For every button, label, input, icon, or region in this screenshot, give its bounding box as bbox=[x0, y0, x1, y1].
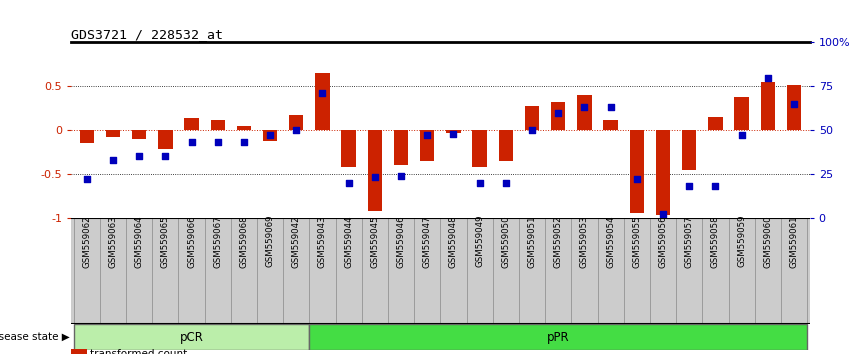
Point bbox=[342, 180, 356, 185]
Point bbox=[158, 154, 172, 159]
Text: disease state ▶: disease state ▶ bbox=[0, 332, 69, 342]
Bar bbox=[309, 324, 807, 350]
Bar bbox=[341, 130, 356, 167]
Bar bbox=[446, 130, 461, 133]
Point bbox=[106, 157, 120, 163]
Point bbox=[210, 139, 224, 145]
Point bbox=[132, 154, 146, 159]
Bar bbox=[682, 130, 696, 170]
Bar bbox=[604, 120, 617, 130]
Point bbox=[682, 183, 696, 189]
Point bbox=[420, 132, 434, 138]
Text: transformed count: transformed count bbox=[90, 349, 187, 354]
Bar bbox=[106, 130, 120, 137]
Point bbox=[184, 139, 198, 145]
Text: pCR: pCR bbox=[179, 331, 204, 344]
Point bbox=[368, 175, 382, 180]
Point bbox=[263, 132, 277, 138]
Point bbox=[473, 180, 487, 185]
Point bbox=[499, 180, 513, 185]
Bar bbox=[394, 130, 408, 165]
Bar bbox=[630, 130, 644, 213]
Point bbox=[787, 101, 801, 107]
Bar bbox=[499, 130, 513, 161]
Point bbox=[237, 139, 251, 145]
Bar bbox=[184, 118, 198, 130]
Bar bbox=[734, 97, 749, 130]
Bar bbox=[263, 130, 277, 141]
Bar bbox=[578, 95, 591, 130]
Bar bbox=[708, 117, 722, 130]
Point bbox=[394, 173, 408, 178]
Point bbox=[552, 110, 565, 115]
Point bbox=[656, 211, 670, 217]
Point bbox=[289, 127, 303, 133]
Text: GDS3721 / 228532_at: GDS3721 / 228532_at bbox=[71, 28, 223, 41]
Bar bbox=[289, 115, 303, 130]
Point bbox=[80, 176, 94, 182]
Point bbox=[578, 104, 591, 110]
Bar bbox=[473, 130, 487, 167]
Point bbox=[604, 104, 617, 110]
Bar bbox=[80, 130, 94, 143]
Bar bbox=[760, 82, 775, 130]
Point bbox=[315, 91, 329, 96]
Text: pPR: pPR bbox=[547, 331, 570, 344]
Bar bbox=[210, 120, 225, 130]
Bar bbox=[74, 324, 309, 350]
Bar bbox=[420, 130, 435, 161]
Bar bbox=[236, 126, 251, 130]
Point bbox=[734, 132, 748, 138]
Bar bbox=[551, 102, 565, 130]
Bar bbox=[787, 85, 801, 130]
Point bbox=[630, 176, 643, 182]
Bar bbox=[158, 130, 172, 149]
Bar bbox=[656, 130, 670, 215]
Bar bbox=[525, 105, 540, 130]
Point bbox=[525, 127, 539, 133]
Bar bbox=[132, 130, 146, 139]
Point bbox=[447, 131, 461, 136]
Point bbox=[761, 75, 775, 80]
Bar bbox=[368, 130, 382, 211]
Bar bbox=[315, 73, 330, 130]
Point bbox=[708, 183, 722, 189]
